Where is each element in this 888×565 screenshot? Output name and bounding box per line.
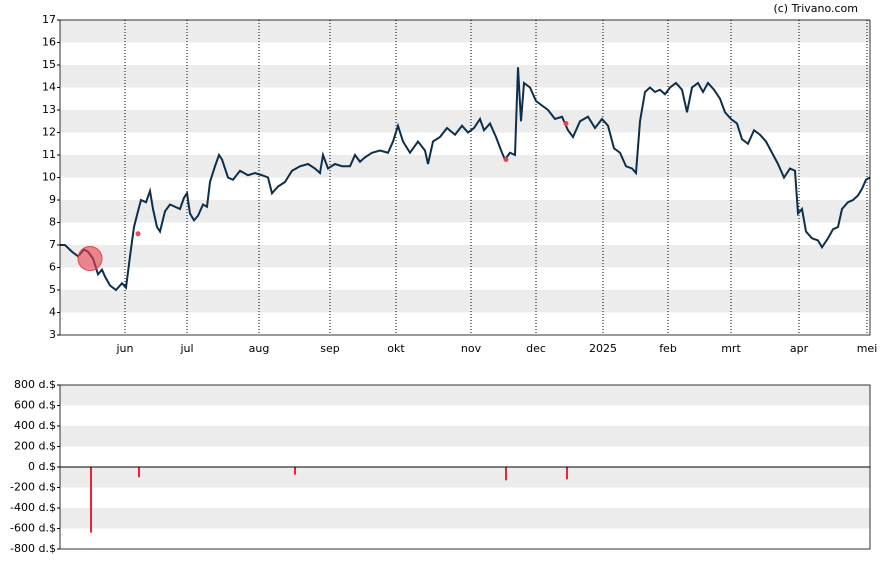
x-tick-label: jul <box>179 342 193 355</box>
y-tick-label: 600 d.$ <box>14 399 56 412</box>
y-tick-label: 800 d.$ <box>14 378 56 391</box>
y-tick-label: 11 <box>42 148 56 161</box>
y-tick-label: 6 <box>49 261 56 274</box>
grid-band <box>60 200 870 223</box>
event-marker <box>77 246 103 271</box>
y-tick-label: 9 <box>49 193 56 206</box>
y-tick-label: -600 d.$ <box>10 522 56 535</box>
grid-band <box>60 65 870 88</box>
x-tick-label: feb <box>659 342 677 355</box>
grid-band <box>60 426 870 447</box>
event-marker <box>563 121 569 126</box>
y-tick-label: 7 <box>49 238 56 251</box>
grid-band <box>60 467 870 488</box>
x-tick-label: mei <box>857 342 878 355</box>
y-tick-label: 3 <box>49 328 56 341</box>
y-tick-label: 10 <box>42 171 56 184</box>
x-tick-label: okt <box>387 342 405 355</box>
y-tick-label: 0 d.$ <box>28 460 56 473</box>
plot-frame <box>59 19 871 336</box>
bar <box>566 467 568 480</box>
grid-band <box>60 110 870 133</box>
bar <box>90 467 92 533</box>
grid-band <box>60 245 870 268</box>
y-tick-label: 14 <box>42 81 56 94</box>
y-tick-label: 400 d.$ <box>14 419 56 432</box>
grid-band <box>60 20 870 43</box>
y-tick-label: 16 <box>42 36 56 49</box>
y-tick-label: 5 <box>49 283 56 296</box>
y-tick-label: -800 d.$ <box>10 542 56 555</box>
bar <box>294 467 296 475</box>
x-tick-label: sep <box>320 342 339 355</box>
y-tick-label: 8 <box>49 216 56 229</box>
y-tick-label: -400 d.$ <box>10 501 56 514</box>
grid-band <box>60 155 870 178</box>
price-line <box>60 67 871 292</box>
x-tick-label: aug <box>249 342 270 355</box>
x-tick-label: 2025 <box>589 342 617 355</box>
grid-band <box>60 290 870 313</box>
x-tick-label: mrt <box>721 342 741 355</box>
plot-frame <box>59 384 871 550</box>
bar <box>138 467 140 478</box>
x-tick-label: jun <box>116 342 134 355</box>
event-marker <box>503 157 509 162</box>
bar <box>505 467 507 481</box>
grid-band <box>60 385 870 406</box>
y-tick-label: -200 d.$ <box>10 481 56 494</box>
y-tick-label: 4 <box>49 306 56 319</box>
grid-band <box>60 508 870 529</box>
y-tick-label: 12 <box>42 126 56 139</box>
y-tick-label: 17 <box>42 13 56 26</box>
y-tick-label: 13 <box>42 103 56 116</box>
event-marker <box>135 231 141 237</box>
x-tick-label: apr <box>790 342 809 355</box>
x-tick-label: nov <box>461 342 482 355</box>
credit: (c) Trivano.com <box>773 2 858 15</box>
x-tick-label: dec <box>526 342 546 355</box>
y-tick-label: 15 <box>42 58 56 71</box>
y-tick-label: 200 d.$ <box>14 440 56 453</box>
